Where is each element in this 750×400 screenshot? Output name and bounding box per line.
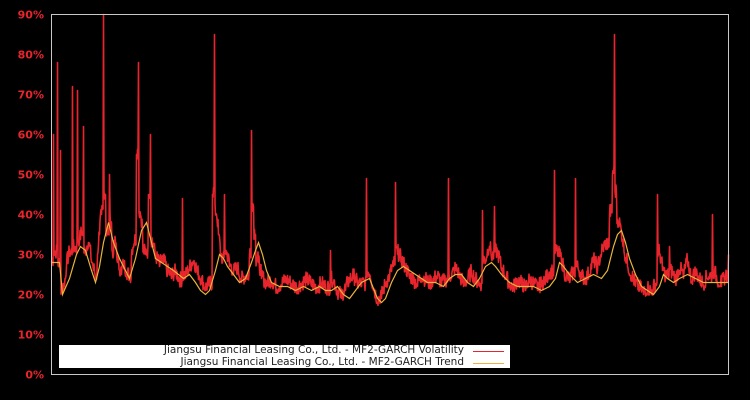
y-tick-label: 40% [18, 209, 44, 222]
y-tick-label: 30% [18, 249, 44, 262]
legend-item-volatility: Jiangsu Financial Leasing Co., Ltd. - MF… [59, 344, 510, 357]
legend-swatch-trend [473, 362, 504, 364]
y-tick-label: 70% [18, 89, 44, 102]
legend-label-volatility: Jiangsu Financial Leasing Co., Ltd. - MF… [163, 344, 464, 356]
y-tick-label: 50% [18, 169, 44, 182]
y-tick-label: 90% [18, 9, 44, 22]
y-tick-label: 0% [25, 369, 44, 382]
legend-swatch-volatility [473, 351, 504, 352]
y-axis-ticks: 0% 10% 20% 30% 40% 50% 60% 70% 80% 90% [18, 9, 44, 382]
legend-label-trend: Jiangsu Financial Leasing Co., Ltd. - MF… [180, 355, 464, 368]
legend: Jiangsu Financial Leasing Co., Ltd. - MF… [59, 344, 510, 369]
y-tick-label: 60% [18, 129, 44, 142]
legend-item-trend: Jiangsu Financial Leasing Co., Ltd. - MF… [59, 355, 510, 369]
y-tick-label: 20% [18, 289, 44, 302]
volatility-series [50, 13, 730, 307]
y-tick-label: 10% [18, 329, 44, 342]
plot-frame [51, 14, 729, 375]
trend-series [51, 220, 729, 304]
trend-line [51, 220, 729, 304]
y-tick-label: 80% [18, 49, 44, 62]
volatility-line [50, 13, 730, 307]
